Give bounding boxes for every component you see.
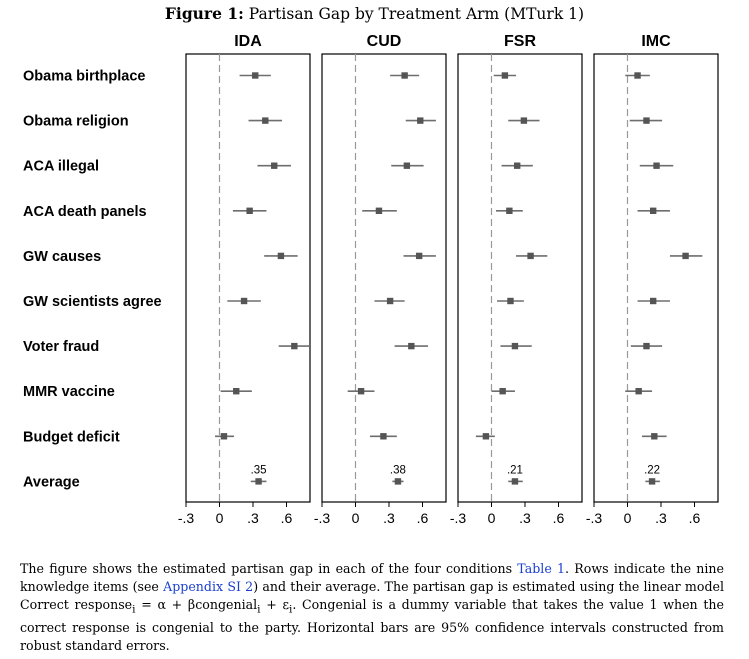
estimate-point bbox=[499, 388, 506, 395]
caption-text: . Rows indicate the nine knowledge items… bbox=[20, 561, 724, 594]
x-tick-label: 0 bbox=[352, 510, 360, 526]
estimate-point bbox=[513, 162, 521, 169]
figure-label: Figure 1: bbox=[164, 4, 244, 23]
estimate-point bbox=[401, 72, 408, 79]
caption-subscript: i bbox=[257, 603, 261, 616]
row-label: Obama birthplace bbox=[23, 69, 145, 85]
panel-frame bbox=[185, 53, 311, 503]
estimate-point bbox=[511, 342, 519, 350]
x-tick-label: 0 bbox=[624, 510, 632, 526]
row-label: Voter fraud bbox=[23, 339, 99, 355]
estimate-point bbox=[233, 388, 240, 395]
row-label: ACA illegal bbox=[23, 159, 99, 175]
estimate-point bbox=[220, 433, 228, 440]
x-tick-label: .6 bbox=[281, 510, 293, 526]
estimate-point bbox=[262, 117, 269, 124]
estimate-point bbox=[394, 478, 402, 485]
x-tick-label: .3 bbox=[519, 510, 531, 526]
panel-frame bbox=[593, 53, 719, 503]
estimate-point bbox=[506, 207, 513, 214]
estimate-point bbox=[520, 117, 528, 124]
estimate-point bbox=[653, 162, 660, 169]
estimate-point bbox=[271, 162, 278, 169]
figure-caption: The figure shows the estimated partisan … bbox=[20, 560, 724, 655]
x-tick-label: 0 bbox=[216, 510, 224, 526]
caption-text: + ε bbox=[260, 597, 289, 612]
x-tick-label: .3 bbox=[655, 510, 667, 526]
estimate-point bbox=[417, 117, 424, 124]
x-tick-label: .6 bbox=[553, 510, 565, 526]
estimate-point bbox=[635, 388, 642, 395]
estimate-point bbox=[246, 207, 253, 214]
x-tick-label: -.3 bbox=[314, 510, 331, 526]
estimate-point bbox=[648, 478, 656, 485]
caption-text: . Congenial is a dummy variable that tak… bbox=[20, 597, 724, 653]
estimate-point bbox=[482, 433, 490, 440]
x-tick-label: .6 bbox=[417, 510, 429, 526]
caption-text: = α + βcongenial bbox=[135, 597, 258, 612]
x-tick-label: .6 bbox=[689, 510, 701, 526]
panel-title: IDA bbox=[234, 33, 262, 50]
row-label: Average bbox=[23, 474, 80, 490]
x-tick-label: .3 bbox=[247, 510, 259, 526]
estimate-point bbox=[682, 252, 689, 260]
estimate-point bbox=[511, 478, 519, 485]
figure-title-text: Partisan Gap by Treatment Arm (MTurk 1) bbox=[248, 5, 585, 23]
x-tick-label: 0 bbox=[488, 510, 496, 526]
estimate-point bbox=[649, 207, 657, 214]
estimate-point bbox=[240, 297, 248, 305]
estimate-point bbox=[380, 433, 387, 440]
row-label: GW causes bbox=[23, 249, 101, 265]
estimate-point bbox=[634, 72, 641, 79]
table-1-link[interactable]: Table 1 bbox=[517, 561, 566, 576]
estimate-point bbox=[252, 72, 259, 79]
estimate-point bbox=[403, 162, 411, 169]
figure-title: Figure 1: Partisan Gap by Treatment Arm … bbox=[0, 4, 749, 23]
caption-text: ) and their average. The partisan gap is… bbox=[20, 579, 724, 612]
estimate-point bbox=[527, 252, 534, 260]
estimate-point bbox=[501, 72, 509, 79]
estimate-point bbox=[649, 297, 657, 305]
row-label: MMR vaccine bbox=[23, 384, 115, 400]
panel-title: CUD bbox=[367, 33, 402, 50]
estimate-point bbox=[255, 478, 262, 485]
row-label: Budget deficit bbox=[23, 429, 120, 445]
estimate-point bbox=[643, 117, 650, 124]
x-tick-label: -.3 bbox=[450, 510, 467, 526]
dot-whisker-chart: Obama birthplace Obama religion ACA illega… bbox=[23, 33, 719, 526]
caption-subscript: i bbox=[132, 603, 136, 616]
caption-text: The figure shows the estimated partisan … bbox=[20, 561, 518, 576]
estimate-point bbox=[643, 342, 650, 350]
estimate-point bbox=[415, 252, 423, 260]
average-value-label: .35 bbox=[251, 464, 267, 476]
appendix-si2-link[interactable]: Appendix SI 2 bbox=[163, 579, 254, 594]
row-label: ACA death panels bbox=[23, 204, 147, 220]
estimate-point bbox=[386, 297, 394, 305]
panel-frame bbox=[321, 53, 447, 503]
estimate-point bbox=[651, 433, 658, 440]
estimate-point bbox=[277, 252, 285, 260]
row-label: Obama religion bbox=[23, 114, 129, 130]
average-value-label: .22 bbox=[644, 464, 660, 476]
estimate-point bbox=[408, 342, 415, 350]
estimate-point bbox=[375, 207, 383, 214]
x-tick-label: -.3 bbox=[586, 510, 603, 526]
panel-title: FSR bbox=[504, 33, 536, 50]
x-tick-label: -.3 bbox=[178, 510, 195, 526]
caption-subscript: i bbox=[288, 603, 293, 616]
estimate-point bbox=[357, 388, 365, 395]
panel-title: IMC bbox=[641, 33, 671, 50]
average-value-label: .21 bbox=[507, 464, 523, 476]
row-label: GW scientists agree bbox=[23, 294, 162, 310]
panel-frame bbox=[457, 53, 583, 503]
average-value-label: .38 bbox=[390, 464, 406, 476]
estimate-point bbox=[291, 342, 298, 350]
x-tick-label: .3 bbox=[383, 510, 395, 526]
estimate-point bbox=[507, 297, 514, 305]
